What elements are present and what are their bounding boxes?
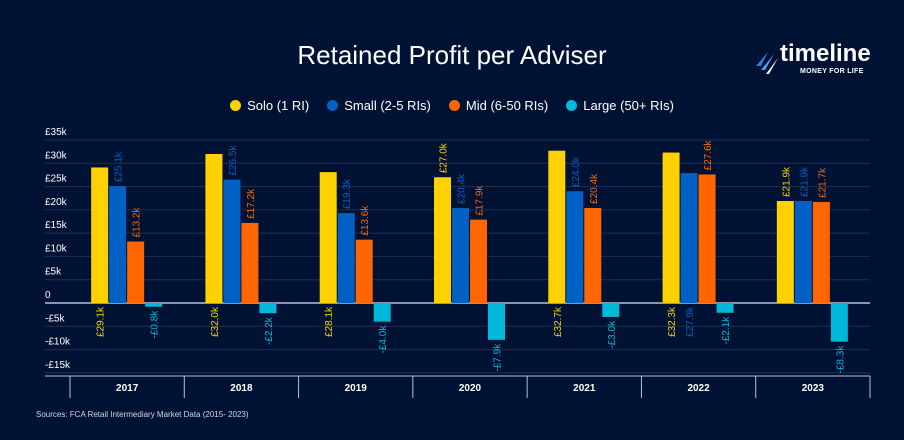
y-tick-label: 0 bbox=[45, 290, 51, 301]
timeline-logo: timeline MONEY FOR LIFE bbox=[752, 40, 882, 88]
y-tick-label: -£10k bbox=[45, 337, 71, 348]
bar-small-2020 bbox=[452, 207, 469, 303]
data-label: £27.0k bbox=[439, 142, 450, 173]
bar-solo-2022 bbox=[662, 152, 680, 303]
data-label: £13.6k bbox=[360, 205, 371, 236]
bar-large-2021 bbox=[602, 303, 620, 317]
x-tick-label: 2020 bbox=[459, 383, 482, 394]
legend-swatch bbox=[230, 100, 242, 111]
y-tick-label: £5k bbox=[45, 267, 62, 278]
bar-mid-2018 bbox=[241, 222, 259, 303]
bar-mid-2022 bbox=[698, 174, 716, 303]
bar-mid-2019 bbox=[355, 239, 373, 303]
legend-item-mid: Mid (6-50 RIs) bbox=[448, 98, 549, 113]
logo-wordmark: timeline bbox=[780, 40, 871, 67]
bar-mid-2023 bbox=[812, 201, 830, 303]
data-label: £21.9k bbox=[799, 166, 810, 197]
bar-small-2021 bbox=[566, 191, 584, 303]
x-tick-label: 2017 bbox=[116, 383, 139, 394]
data-label: £20.4k bbox=[589, 173, 600, 204]
bar-solo-2020 bbox=[434, 177, 451, 303]
data-label: £21.7k bbox=[817, 167, 828, 198]
legend-label: Large (50+ RIs) bbox=[583, 98, 674, 113]
data-label: £26.5k bbox=[228, 145, 239, 176]
data-label: -£2.1k bbox=[721, 316, 732, 345]
bar-small-2023 bbox=[794, 201, 812, 303]
bar-large-2019 bbox=[373, 303, 391, 322]
y-tick-label: £20k bbox=[45, 197, 68, 208]
data-label: £27.9k bbox=[685, 306, 696, 337]
data-label: £17.9k bbox=[475, 185, 486, 216]
legend-item-small: Small (2-5 RIs) bbox=[327, 98, 431, 113]
data-label: £29.1k bbox=[96, 306, 107, 337]
data-label: -£4.0k bbox=[378, 325, 389, 354]
y-tick-label: -£5k bbox=[45, 313, 65, 324]
x-tick-label: 2022 bbox=[687, 383, 710, 394]
legend-label: Small (2-5 RIs) bbox=[344, 98, 431, 113]
y-tick-label: £25k bbox=[45, 174, 68, 185]
legend-item-solo: Solo (1 RI) bbox=[230, 98, 309, 113]
bar-small-2017 bbox=[109, 186, 127, 303]
bar-small-2018 bbox=[223, 179, 241, 303]
bar-large-2022 bbox=[716, 303, 734, 313]
y-tick-label: £35k bbox=[45, 127, 68, 138]
bar-mid-2020 bbox=[470, 219, 487, 303]
x-tick-label: 2021 bbox=[573, 383, 596, 394]
bar-solo-2021 bbox=[548, 150, 566, 303]
bar-large-2017 bbox=[145, 303, 163, 307]
bar-small-2019 bbox=[337, 213, 355, 303]
legend-item-large: Large (50+ RIs) bbox=[566, 98, 674, 113]
data-label: -£8.3k bbox=[835, 345, 846, 374]
bar-solo-2019 bbox=[319, 172, 337, 303]
data-label: £27.6k bbox=[703, 139, 714, 170]
y-tick-label: -£15k bbox=[45, 360, 71, 371]
x-tick-label: 2018 bbox=[230, 383, 253, 394]
bar-mid-2021 bbox=[584, 207, 602, 303]
legend-swatch bbox=[566, 100, 578, 111]
legend: Solo (1 RI) Small (2-5 RIs) Mid (6-50 RI… bbox=[0, 98, 904, 113]
y-tick-label: £15k bbox=[45, 220, 68, 231]
data-label: £17.2k bbox=[246, 188, 257, 219]
bar-mid-2017 bbox=[127, 241, 145, 303]
y-tick-label: £30k bbox=[45, 150, 68, 161]
data-label: £25.1k bbox=[114, 151, 125, 182]
legend-swatch bbox=[327, 100, 339, 111]
bar-solo-2018 bbox=[205, 153, 223, 303]
data-label: -£7.9k bbox=[493, 343, 504, 372]
bar-large-2018 bbox=[259, 303, 277, 314]
data-label: £24.0k bbox=[571, 156, 582, 187]
data-label: £32.3k bbox=[667, 306, 678, 337]
data-label: -£0.8k bbox=[150, 310, 161, 339]
data-label: £21.9k bbox=[781, 166, 792, 197]
chart-title: Retained Profit per Adviser bbox=[297, 40, 607, 70]
data-label: £28.1k bbox=[324, 306, 335, 337]
data-label: £32.0k bbox=[210, 306, 221, 337]
bar-large-2020 bbox=[488, 303, 505, 340]
x-tick-label: 2019 bbox=[345, 383, 368, 394]
x-tick-label: 2023 bbox=[802, 383, 825, 394]
bar-solo-2023 bbox=[776, 201, 794, 303]
bar-large-2023 bbox=[830, 303, 848, 342]
data-label: £19.3k bbox=[342, 178, 353, 209]
bar-small-2022 bbox=[680, 173, 698, 303]
data-label: -£3.0k bbox=[607, 320, 618, 349]
legend-label: Mid (6-50 RIs) bbox=[465, 98, 549, 113]
legend-swatch bbox=[448, 100, 460, 111]
source-note: Sources: FCA Retail Intermediary Market … bbox=[36, 410, 249, 419]
legend-label: Solo (1 RI) bbox=[247, 98, 310, 113]
data-label: -£2.2k bbox=[264, 316, 275, 345]
y-tick-label: £10k bbox=[45, 243, 68, 254]
data-label: £20.4k bbox=[457, 173, 468, 204]
bar-solo-2017 bbox=[91, 167, 109, 303]
logo-tagline: MONEY FOR LIFE bbox=[800, 68, 864, 75]
data-label: £13.2k bbox=[132, 207, 143, 238]
data-label: £32.7k bbox=[553, 306, 564, 337]
logo-swoosh-icon bbox=[756, 52, 778, 74]
